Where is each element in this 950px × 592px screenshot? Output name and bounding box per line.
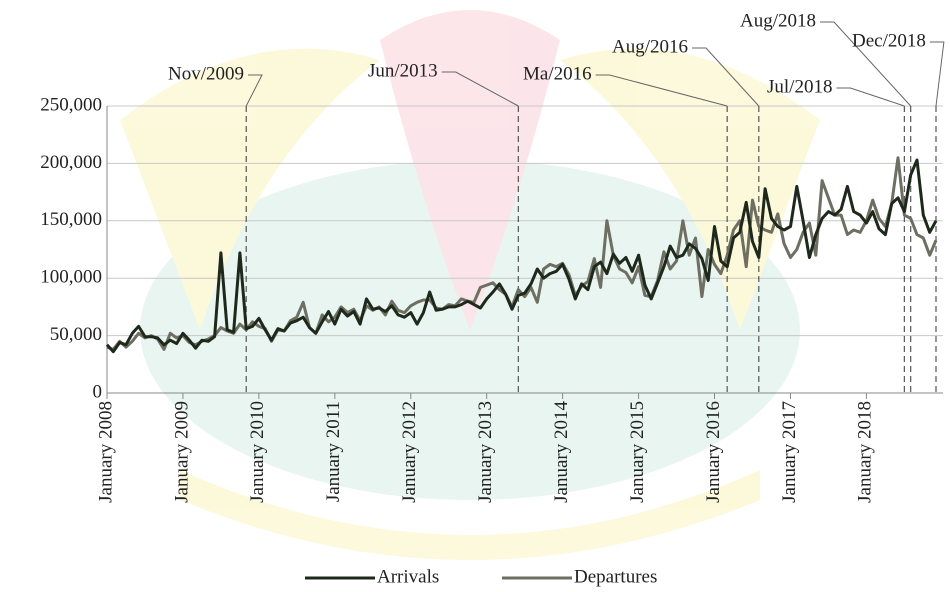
y-tick-label: 250,000: [40, 94, 102, 115]
x-tick-label: January 2018: [855, 401, 876, 503]
x-tick-label: January 2011: [323, 401, 344, 502]
x-tick-label: January 2015: [627, 401, 648, 503]
event-label: Jun/2013: [368, 60, 438, 81]
x-tick-label: January 2013: [475, 401, 496, 503]
x-tick-label: January 2009: [171, 401, 192, 503]
y-tick-label: 100,000: [40, 267, 102, 288]
chart: 0 50,000 100,000 150,000 200,000 250,000 Janua…: [0, 0, 950, 592]
x-tick-label: January 2010: [247, 401, 268, 503]
y-tick-label: 0: [93, 381, 103, 402]
x-tick-label: January 2014: [551, 401, 572, 503]
event-leader: [930, 42, 944, 106]
event-label: Dec/2018: [852, 30, 926, 51]
event-label: Nov/2009: [168, 63, 244, 84]
y-tick-label: 200,000: [40, 152, 102, 173]
y-tick-label: 50,000: [50, 324, 102, 345]
legend-label: Arrivals: [377, 566, 439, 587]
x-tick-label: January 2012: [399, 401, 420, 503]
event-leader: [836, 88, 904, 106]
event-label: Aug/2016: [612, 36, 688, 57]
x-tick-label: January 2016: [703, 401, 724, 503]
x-tick-label: January 2017: [779, 401, 800, 503]
event-label: Jul/2018: [767, 76, 832, 97]
event-label: Ma/2016: [523, 63, 592, 84]
x-tick-label: January 2008: [95, 401, 116, 503]
legend-label: Departures: [574, 566, 657, 587]
page: {"chart_data": {"type": "line", "x": ["2…: [0, 0, 950, 592]
event-label: Aug/2018: [740, 10, 816, 31]
y-tick-label: 150,000: [40, 209, 102, 230]
